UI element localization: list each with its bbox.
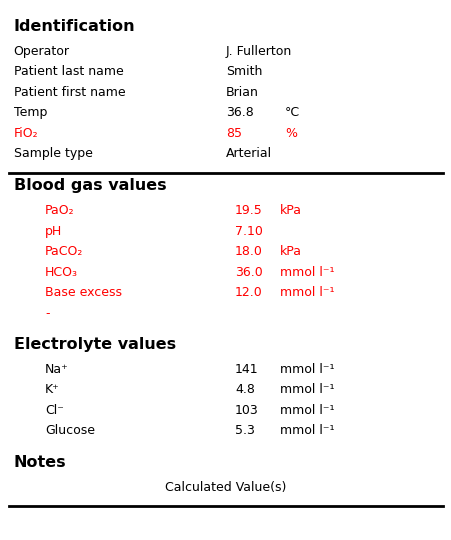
Text: Notes: Notes xyxy=(14,455,66,470)
Text: kPa: kPa xyxy=(280,245,302,258)
Text: Glucose: Glucose xyxy=(45,424,95,437)
Text: -: - xyxy=(45,307,50,320)
Text: J. Fullerton: J. Fullerton xyxy=(226,45,292,58)
Text: Operator: Operator xyxy=(14,45,69,58)
Text: °C: °C xyxy=(284,106,299,119)
Text: Na⁺: Na⁺ xyxy=(45,363,69,376)
Text: Patient last name: Patient last name xyxy=(14,65,123,78)
Text: mmol l⁻¹: mmol l⁻¹ xyxy=(280,383,334,396)
Text: mmol l⁻¹: mmol l⁻¹ xyxy=(280,266,334,279)
Text: mmol l⁻¹: mmol l⁻¹ xyxy=(280,363,334,376)
Text: 5.3: 5.3 xyxy=(235,424,254,437)
Text: Sample type: Sample type xyxy=(14,147,92,160)
Text: Cl⁻: Cl⁻ xyxy=(45,404,64,417)
Text: Blood gas values: Blood gas values xyxy=(14,178,166,193)
Text: 7.10: 7.10 xyxy=(235,225,262,238)
Text: 36.8: 36.8 xyxy=(226,106,253,119)
Text: mmol l⁻¹: mmol l⁻¹ xyxy=(280,404,334,417)
Text: 4.8: 4.8 xyxy=(235,383,254,396)
Text: K⁺: K⁺ xyxy=(45,383,60,396)
Text: 85: 85 xyxy=(226,127,241,140)
Text: 36.0: 36.0 xyxy=(235,266,262,279)
Text: Smith: Smith xyxy=(226,65,262,78)
Text: 19.5: 19.5 xyxy=(235,204,262,217)
Text: Arterial: Arterial xyxy=(226,147,272,160)
Text: Temp: Temp xyxy=(14,106,47,119)
Text: %: % xyxy=(284,127,296,140)
Text: Electrolyte values: Electrolyte values xyxy=(14,337,175,352)
Text: 18.0: 18.0 xyxy=(235,245,262,258)
Text: PaO₂: PaO₂ xyxy=(45,204,75,217)
Text: mmol l⁻¹: mmol l⁻¹ xyxy=(280,424,334,437)
Text: 12.0: 12.0 xyxy=(235,286,262,299)
Text: Identification: Identification xyxy=(14,19,135,34)
Text: HCO₃: HCO₃ xyxy=(45,266,78,279)
Text: 103: 103 xyxy=(235,404,258,417)
Text: PaCO₂: PaCO₂ xyxy=(45,245,83,258)
Text: Patient first name: Patient first name xyxy=(14,86,125,99)
Text: Brian: Brian xyxy=(226,86,258,99)
Text: FiO₂: FiO₂ xyxy=(14,127,38,140)
Text: mmol l⁻¹: mmol l⁻¹ xyxy=(280,286,334,299)
Text: 141: 141 xyxy=(235,363,258,376)
Text: kPa: kPa xyxy=(280,204,302,217)
Text: Calculated Value(s): Calculated Value(s) xyxy=(165,481,286,494)
Text: pH: pH xyxy=(45,225,62,238)
Text: Base excess: Base excess xyxy=(45,286,122,299)
